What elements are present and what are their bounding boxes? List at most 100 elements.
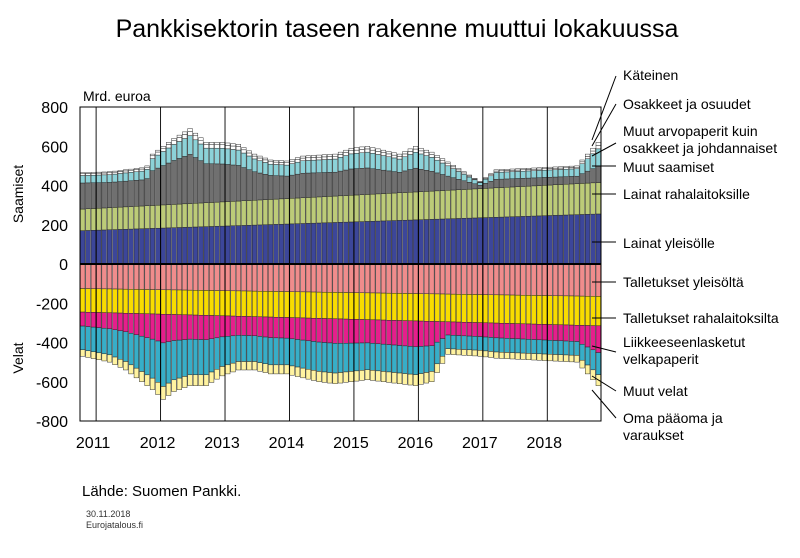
liability-bar-segment bbox=[397, 293, 403, 321]
asset-bar-segment bbox=[139, 228, 145, 265]
asset-bar-segment bbox=[203, 147, 209, 164]
asset-bar-segment bbox=[515, 178, 521, 187]
asset-bar-segment bbox=[305, 172, 311, 198]
liability-bar-segment bbox=[590, 263, 596, 297]
liability-bar-segment bbox=[493, 322, 499, 339]
liability-bar-segment bbox=[123, 313, 129, 333]
asset-bar-segment bbox=[278, 198, 284, 225]
liability-bar-segment bbox=[284, 263, 290, 292]
asset-bar-segment bbox=[542, 177, 548, 186]
asset-bar-segment bbox=[128, 228, 134, 265]
liability-bar-segment bbox=[144, 313, 150, 338]
y-tick-label: -400 bbox=[36, 336, 68, 353]
asset-bar-segment bbox=[477, 185, 483, 189]
liability-bar-segment bbox=[568, 354, 575, 363]
asset-bar-segment bbox=[359, 194, 365, 222]
liability-bar-segment bbox=[542, 353, 548, 361]
liability-bar-segment bbox=[397, 345, 403, 374]
liability-bar-segment bbox=[289, 365, 295, 376]
asset-bar-segment bbox=[144, 228, 150, 265]
asset-bar-segment bbox=[160, 151, 166, 166]
asset-bar-segment bbox=[418, 168, 424, 192]
asset-bar-segment bbox=[450, 218, 456, 265]
asset-bar-segment bbox=[166, 144, 172, 149]
asset-bar-segment bbox=[225, 225, 231, 265]
asset-bar-segment bbox=[515, 168, 521, 171]
asset-bar-segment bbox=[203, 202, 209, 227]
asset-bar-segment bbox=[209, 142, 215, 145]
asset-bar-segment bbox=[149, 228, 156, 265]
asset-bar-segment bbox=[531, 170, 537, 179]
asset-bar-segment bbox=[252, 158, 258, 172]
asset-bar-segment bbox=[348, 150, 354, 155]
liability-bar-segment bbox=[203, 263, 209, 291]
asset-bar-segment bbox=[198, 160, 204, 204]
y-tick-label: -600 bbox=[36, 375, 68, 392]
asset-bar-segment bbox=[418, 191, 424, 220]
asset-bar-segment bbox=[461, 173, 467, 182]
legend-label-liikkeeseen-line2: velkapaperit bbox=[623, 351, 699, 367]
liability-bar-segment bbox=[284, 291, 290, 318]
liability-bar-segment bbox=[316, 263, 322, 293]
asset-bar-segment bbox=[300, 223, 306, 265]
liability-bar-segment bbox=[209, 290, 215, 316]
asset-bar-segment bbox=[160, 227, 166, 265]
liability-bar-segment bbox=[461, 294, 467, 323]
liability-bar-segment bbox=[359, 342, 365, 371]
liability-bar-segment bbox=[192, 263, 199, 291]
liability-bar-segment bbox=[488, 351, 494, 358]
asset-bar-segment bbox=[375, 151, 381, 155]
liability-bar-segment bbox=[300, 263, 306, 293]
asset-bar-segment bbox=[284, 198, 290, 225]
liability-bar-segment bbox=[364, 292, 370, 320]
asset-bar-segment bbox=[278, 175, 284, 200]
asset-bar-segment bbox=[187, 135, 193, 155]
asset-bar-segment bbox=[370, 149, 376, 154]
asset-bar-segment bbox=[439, 158, 446, 161]
asset-bar-segment bbox=[337, 195, 344, 223]
asset-bar-segment bbox=[187, 131, 193, 136]
asset-bar-segment bbox=[289, 223, 295, 265]
asset-bar-segment bbox=[294, 223, 301, 265]
asset-bar-segment bbox=[149, 158, 156, 171]
asset-bar-segment bbox=[311, 159, 317, 174]
y-ticks-group: 800 600 400 200 0 -200 -400 -600 -800 bbox=[36, 100, 68, 431]
asset-bar-segment bbox=[547, 177, 553, 186]
asset-bar-segment bbox=[80, 230, 86, 265]
liability-bar-segment bbox=[149, 338, 156, 379]
liability-bar-segment bbox=[117, 288, 123, 314]
asset-bar-segment bbox=[187, 154, 193, 204]
liability-bar-segment bbox=[407, 263, 413, 294]
asset-bar-segment bbox=[192, 203, 199, 228]
asset-bar-segment bbox=[402, 151, 408, 155]
leader-kateinen bbox=[591, 75, 617, 141]
asset-bar-segment bbox=[439, 190, 446, 220]
liability-bar-segment bbox=[305, 340, 311, 370]
liability-bar-segment bbox=[321, 291, 327, 319]
footer-site: Eurojatalous.fi bbox=[86, 520, 143, 530]
liability-bar-segment bbox=[257, 291, 263, 318]
liability-bar-segment bbox=[294, 339, 301, 368]
liability-bar-segment bbox=[235, 361, 242, 371]
asset-bar-segment bbox=[354, 147, 360, 151]
asset-bar-segment bbox=[407, 148, 413, 152]
asset-bar-segment bbox=[273, 198, 279, 225]
liability-bar-segment bbox=[106, 312, 113, 329]
asset-bar-segment bbox=[171, 140, 177, 145]
asset-bar-segment bbox=[311, 196, 317, 224]
liability-bar-segment bbox=[558, 324, 564, 342]
asset-bar-segment bbox=[273, 224, 279, 265]
asset-bar-segment bbox=[300, 160, 306, 174]
asset-bar-segment bbox=[155, 227, 161, 265]
liability-bar-segment bbox=[413, 346, 419, 375]
liability-bar-segment bbox=[504, 294, 510, 324]
asset-bar-segment bbox=[552, 166, 558, 169]
legend: Käteinen Osakkeet ja osuudet Muut arvopa… bbox=[591, 67, 779, 443]
liability-bar-segment bbox=[402, 263, 408, 294]
asset-bar-segment bbox=[364, 221, 370, 265]
liability-bar-segment bbox=[252, 335, 258, 362]
asset-bar-segment bbox=[332, 158, 338, 173]
liability-bar-segment bbox=[456, 263, 462, 295]
asset-bar-segment bbox=[590, 213, 596, 265]
liability-bar-segment bbox=[198, 315, 204, 340]
